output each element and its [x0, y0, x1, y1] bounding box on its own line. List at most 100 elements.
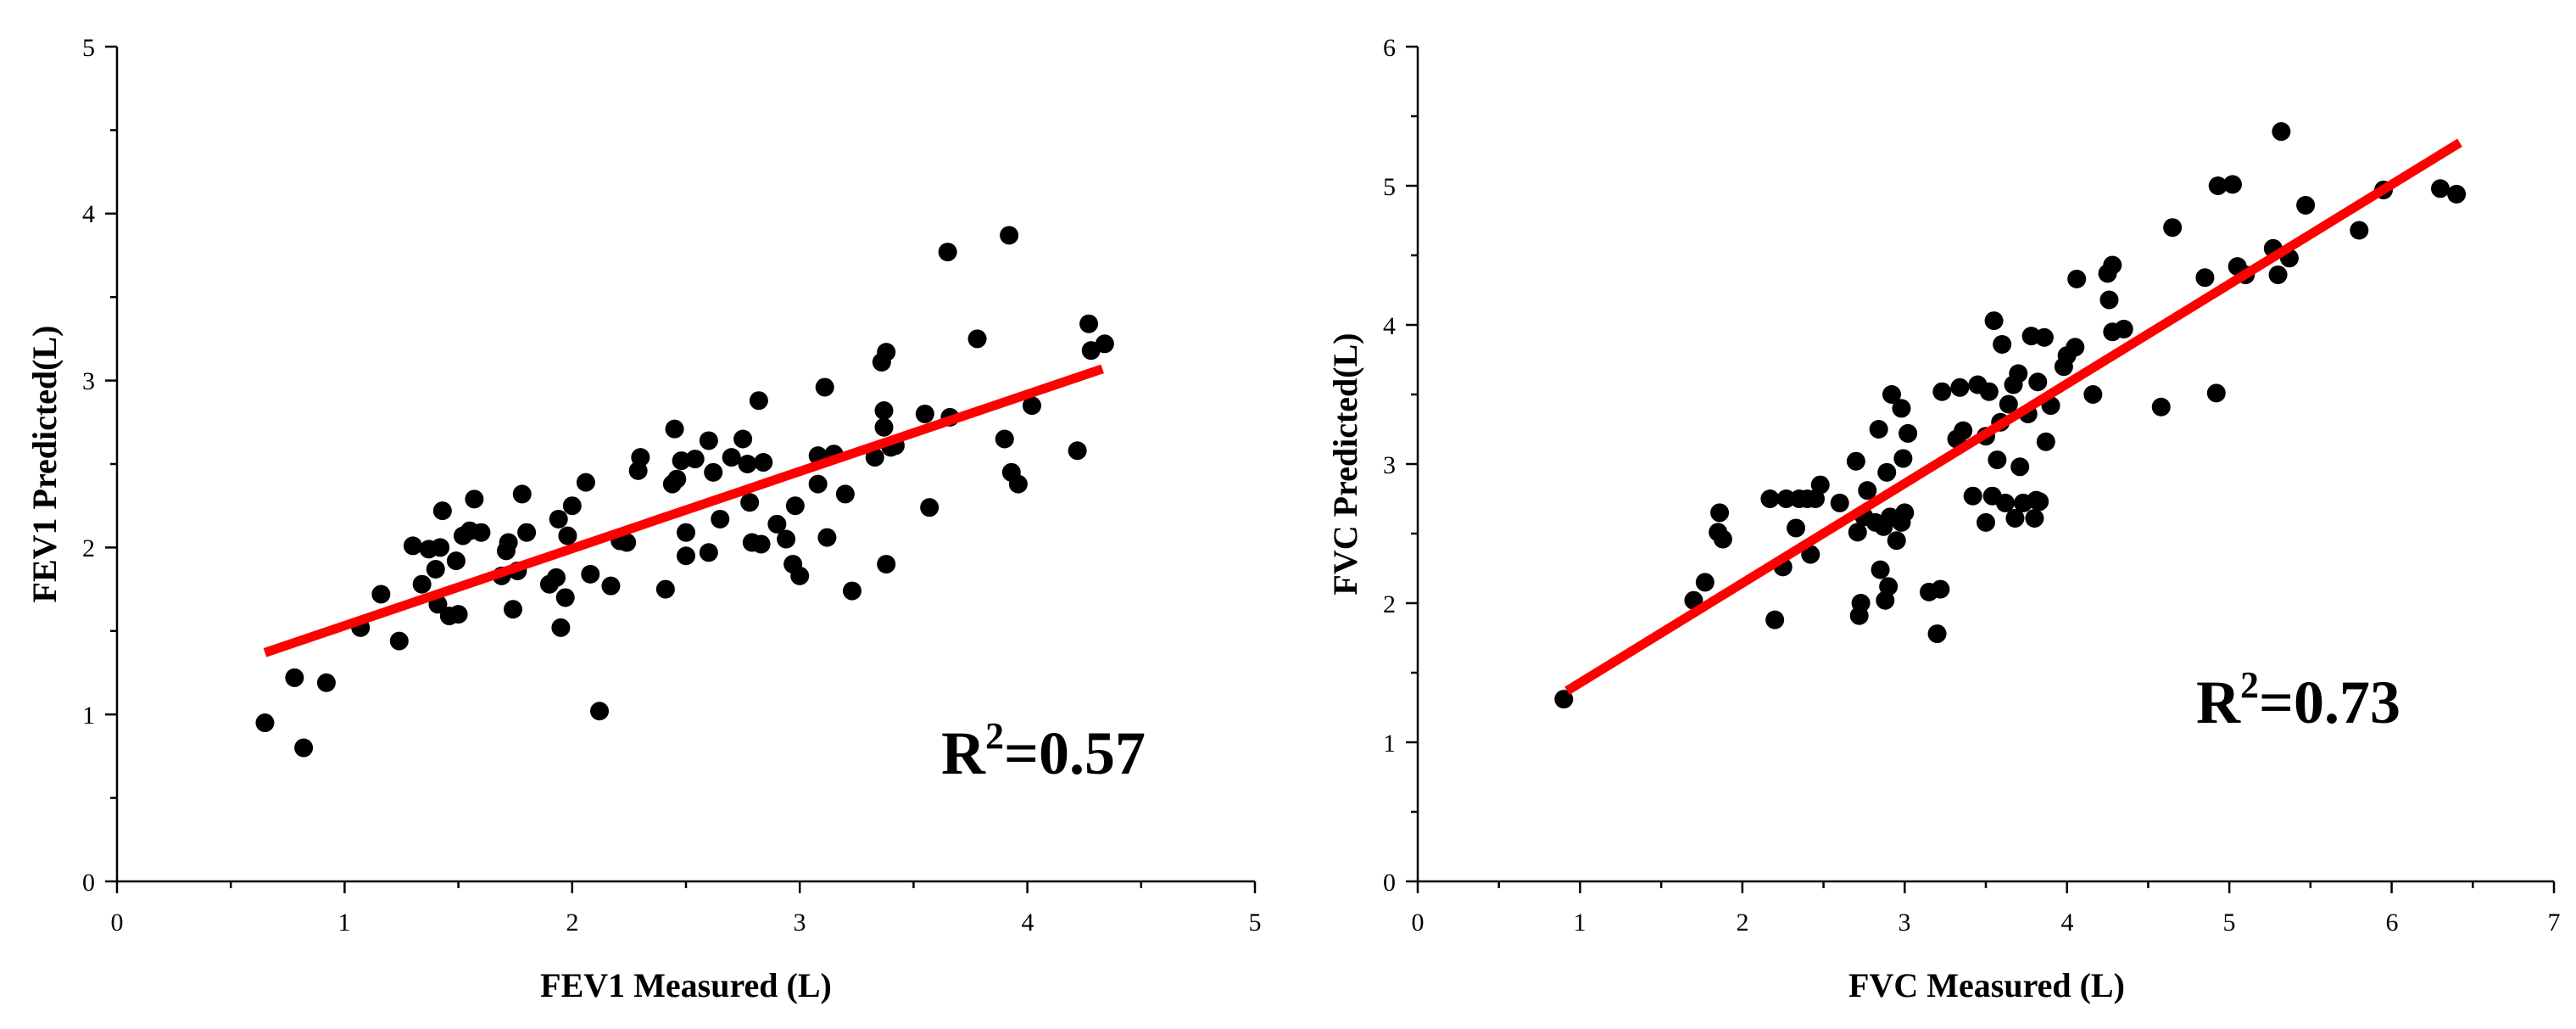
fev1-data-point	[865, 448, 884, 467]
fev1-y-tick-label: 2	[82, 534, 95, 562]
fvc-r-squared-base: R	[2196, 668, 2241, 736]
fev1-data-point	[877, 555, 896, 574]
fev1-data-point	[874, 401, 894, 421]
fev1-data-point	[711, 509, 730, 528]
fvc-data-point	[2222, 175, 2242, 194]
fev1-data-point	[699, 543, 718, 562]
fev1-r-squared: R2=0.57	[941, 715, 1146, 787]
fvc-data-point	[2272, 122, 2291, 142]
fvc-data-point	[2099, 290, 2119, 310]
fev1-data-point	[426, 559, 445, 579]
fev1-y-axis-title: FEV1 Predicted(L)	[25, 326, 64, 603]
fev1-data-point	[655, 579, 675, 599]
fev1-data-point	[667, 469, 687, 489]
fev1-y-tick-label: 5	[82, 34, 95, 62]
fev1-data-point	[749, 391, 768, 411]
fvc-data-point	[1830, 493, 1849, 512]
fvc-x-tick-label: 3	[1899, 909, 1911, 937]
fev1-y-tick-label: 3	[82, 367, 95, 395]
fev1-data-point	[722, 448, 741, 467]
fev1-r-squared-base: R	[941, 719, 986, 787]
fvc-data-point	[1710, 503, 1730, 523]
fvc-data-point	[2114, 319, 2133, 338]
fvc-data-point	[2208, 176, 2228, 195]
fev1-data-point	[294, 738, 314, 758]
fvc-x-tick-label: 4	[2061, 909, 2074, 937]
fvc-data-point	[1846, 451, 1865, 471]
fvc-data-point	[1851, 594, 1871, 612]
fev1-regression-line	[263, 364, 1104, 657]
fev1-data-point	[432, 501, 452, 521]
fvc-data-point	[2206, 383, 2226, 403]
fvc-y-tick-labels: 0 1 2 3 4 5 6	[1383, 34, 1396, 897]
fev1-data-point	[601, 576, 621, 596]
fvc-data-point	[1848, 523, 1867, 542]
fvc-regression-line	[1564, 138, 2462, 696]
fvc-data-point	[1931, 579, 1950, 599]
fvc-data-point	[2009, 364, 2028, 383]
fvc-data-point	[1882, 385, 1901, 404]
fvc-data-point	[1999, 394, 2018, 414]
fev1-data-point	[677, 546, 695, 566]
fvc-data-point	[2083, 385, 2103, 404]
fvc-data-point	[2163, 218, 2183, 238]
fev1-data-point	[995, 429, 1014, 449]
fev1-data-point	[581, 564, 600, 584]
fvc-data-point	[1695, 573, 1715, 592]
fev1-data-point	[835, 484, 855, 504]
fev1-data-point	[517, 523, 537, 542]
fev1-points	[255, 226, 1114, 758]
fev1-data-point	[751, 534, 771, 554]
fvc-data-point	[1893, 449, 1913, 468]
fev1-y-tick-label: 4	[82, 200, 95, 228]
fvc-data-point	[1876, 590, 1895, 610]
fvc-data-point	[1887, 531, 1906, 551]
fev1-data-point	[465, 489, 484, 509]
fvc-r-squared-value: =0.73	[2259, 668, 2400, 736]
fev1-data-point	[938, 243, 957, 262]
fev1-y-tick-label: 1	[82, 702, 95, 730]
fvc-x-tick-label: 5	[2223, 909, 2236, 937]
fvc-x-axis-title: FVC Measured (L)	[1848, 966, 2125, 1004]
fvc-data-point	[1988, 450, 2007, 470]
fev1-data-point	[590, 702, 610, 721]
fvc-data-point	[2268, 265, 2288, 284]
fvc-data-point	[1954, 421, 1973, 440]
fvc-data-point	[1554, 690, 1574, 709]
fvc-data-point	[1899, 423, 1918, 443]
fvc-data-point	[2036, 432, 2055, 451]
fev1-data-point	[631, 448, 650, 467]
fev1-data-point	[431, 538, 450, 557]
fev1-x-axis-title: FEV1 Measured (L)	[540, 966, 832, 1004]
fvc-data-point	[1765, 610, 1785, 629]
fvc-x-tick-label: 6	[2386, 909, 2399, 937]
fvc-data-point	[2431, 179, 2450, 199]
fvc-y-axis-title: FVC Predicted(L)	[1326, 333, 1364, 595]
fev1-data-point	[1068, 441, 1087, 461]
fvc-data-point	[1801, 545, 1820, 564]
fvc-data-point	[2067, 269, 2087, 288]
fvc-data-point	[1979, 382, 1999, 401]
fvc-x-tick-label: 2	[1737, 909, 1749, 937]
fvc-data-point	[1895, 503, 1915, 523]
fev1-data-point	[738, 455, 757, 473]
fev1-x-tick-labels: 0 1 2 3 4 5	[111, 909, 1262, 937]
fev1-data-point	[446, 551, 466, 571]
fev1-x-tick-label: 3	[794, 909, 806, 937]
fev1-data-point	[754, 453, 773, 473]
fev1-data-point	[512, 484, 532, 504]
fev1-data-point	[672, 451, 691, 471]
fev1-data-point	[740, 493, 760, 512]
fvc-x-tick-labels: 0 1 2 3 4 5 6 7	[1412, 909, 2561, 937]
fev1-data-point	[1008, 474, 1028, 494]
fev1-data-point	[777, 529, 796, 549]
fvc-data-point	[2151, 397, 2171, 417]
fev1-data-point	[665, 419, 684, 439]
fvc-x-tick-label: 7	[2548, 909, 2561, 937]
fev1-data-point	[874, 417, 894, 437]
fvc-x-tick-label: 1	[1574, 909, 1586, 937]
fev1-data-point	[817, 528, 837, 547]
fev1-data-point	[617, 533, 637, 552]
fev1-data-point	[699, 431, 718, 450]
fev1-data-point	[412, 574, 432, 594]
